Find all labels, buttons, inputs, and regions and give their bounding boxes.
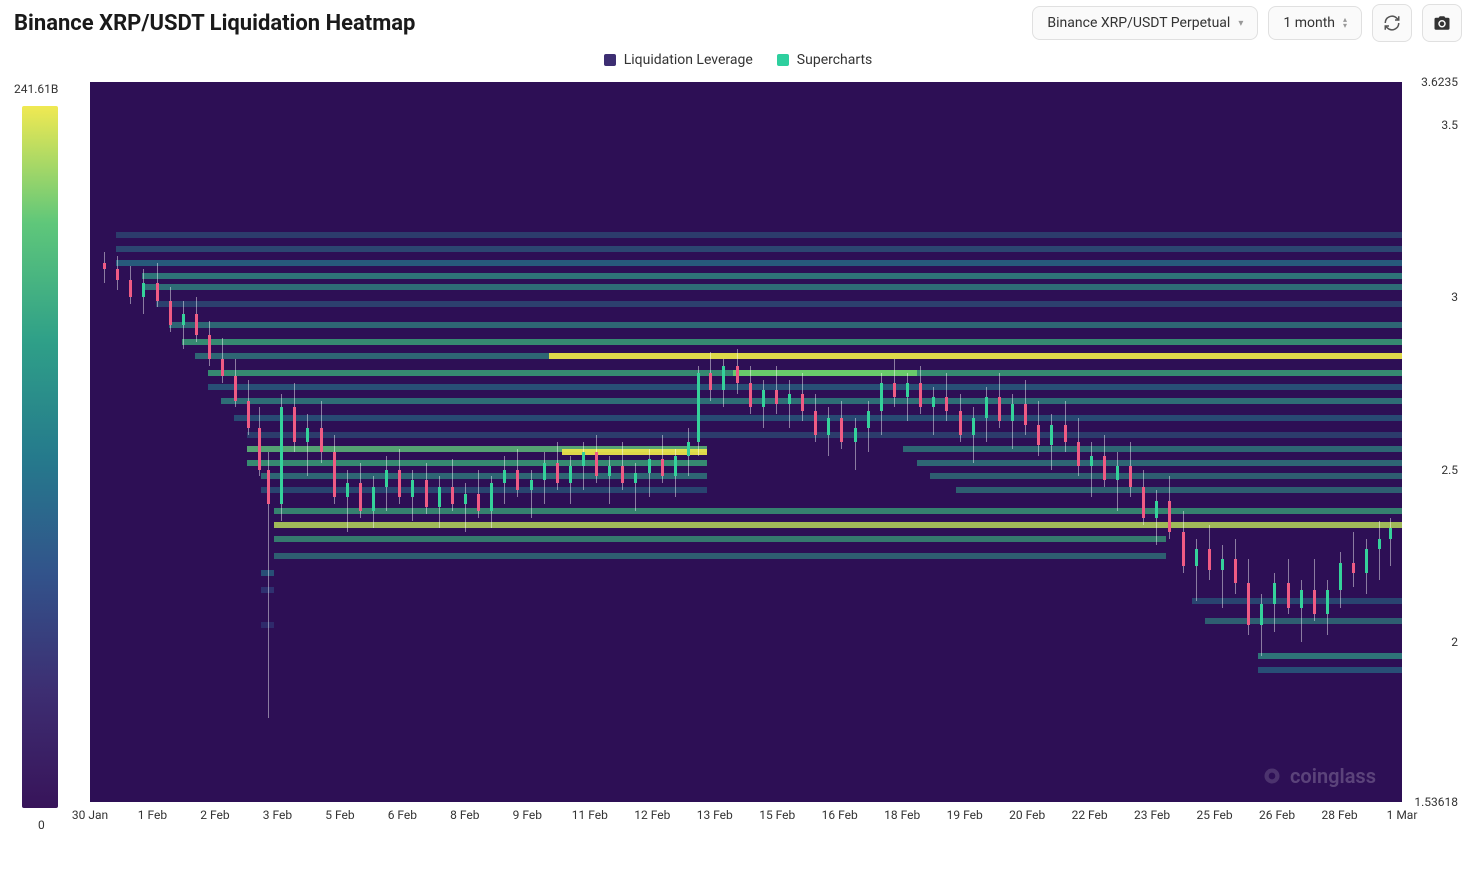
heat-band — [195, 353, 549, 359]
legend-label: Supercharts — [797, 52, 872, 68]
x-tick: 25 Feb — [1197, 808, 1233, 822]
range-selector[interactable]: 1 month ▴▾ — [1268, 6, 1362, 40]
heat-band — [261, 622, 274, 628]
heat-band — [261, 587, 274, 593]
heat-band — [917, 460, 1402, 466]
heat-band — [274, 536, 1166, 542]
legend-swatch — [777, 54, 789, 66]
heat-band — [930, 473, 1402, 479]
y-tick: 3.6235 — [1421, 75, 1458, 89]
heat-band — [549, 353, 1402, 359]
y-tick: 2 — [1451, 635, 1458, 649]
screenshot-button[interactable] — [1422, 4, 1462, 42]
x-tick: 12 Feb — [634, 808, 670, 822]
colorbar-gradient — [22, 106, 58, 808]
heat-band — [169, 322, 1402, 328]
controls: Binance XRP/USDT Perpetual ▾ 1 month ▴▾ — [1032, 4, 1462, 42]
x-tick: 30 Jan — [72, 808, 108, 822]
x-tick: 26 Feb — [1259, 808, 1295, 822]
watermark: coinglass — [1262, 764, 1376, 788]
chart-container: 241.61B 0 coinglass 3.62353.532.521.5361… — [14, 82, 1462, 842]
x-tick: 28 Feb — [1321, 808, 1357, 822]
x-tick: 11 Feb — [572, 808, 608, 822]
heat-band — [221, 398, 1402, 404]
y-tick: 2.5 — [1441, 463, 1458, 477]
x-tick: 19 Feb — [947, 808, 983, 822]
legend-label: Liquidation Leverage — [624, 52, 753, 68]
legend-swatch — [604, 54, 616, 66]
heat-band — [247, 432, 1402, 438]
x-tick: 16 Feb — [822, 808, 858, 822]
heat-band — [182, 339, 1402, 345]
heat-band — [116, 260, 1402, 266]
x-tick: 20 Feb — [1009, 808, 1045, 822]
x-tick: 3 Feb — [263, 808, 292, 822]
x-tick: 2 Feb — [200, 808, 229, 822]
colorbar-max: 241.61B — [14, 82, 58, 96]
x-tick: 8 Feb — [450, 808, 479, 822]
heat-band — [116, 246, 1402, 252]
colorbar-min: 0 — [38, 818, 45, 832]
y-tick: 1.53618 — [1414, 795, 1458, 809]
heat-band — [733, 370, 917, 376]
heat-band — [1258, 667, 1402, 673]
x-tick: 15 Feb — [759, 808, 795, 822]
x-tick: 13 Feb — [697, 808, 733, 822]
x-tick: 23 Feb — [1134, 808, 1170, 822]
heat-band — [156, 301, 1402, 307]
heat-band — [142, 284, 1402, 290]
coinglass-icon — [1262, 766, 1282, 786]
heat-band — [1192, 598, 1402, 604]
chevron-down-icon: ▾ — [1238, 18, 1243, 29]
legend: Liquidation Leverage Supercharts — [0, 52, 1476, 68]
colorbar: 241.61B 0 — [14, 82, 72, 842]
x-tick: 5 Feb — [325, 808, 354, 822]
x-tick: 9 Feb — [513, 808, 542, 822]
x-tick: 6 Feb — [388, 808, 417, 822]
heat-band — [1205, 618, 1402, 624]
y-tick: 3 — [1451, 290, 1458, 304]
heat-band — [274, 553, 1166, 559]
x-tick: 1 Feb — [138, 808, 167, 822]
pair-selector[interactable]: Binance XRP/USDT Perpetual ▾ — [1032, 6, 1258, 40]
heat-band — [247, 460, 706, 466]
x-tick: 1 Mar — [1387, 808, 1418, 822]
heat-band — [142, 273, 1402, 279]
legend-item-leverage[interactable]: Liquidation Leverage — [604, 52, 753, 68]
heat-band — [274, 508, 1402, 514]
heat-band — [261, 487, 707, 493]
y-tick: 3.5 — [1441, 118, 1458, 132]
heat-band — [234, 415, 1402, 421]
camera-icon — [1433, 14, 1451, 32]
heat-band — [1258, 653, 1402, 659]
heat-band — [116, 232, 1402, 238]
heat-band — [274, 522, 1402, 528]
y-axis: 3.62353.532.521.53618 — [1406, 82, 1462, 802]
x-tick: 18 Feb — [884, 808, 920, 822]
range-selector-label: 1 month — [1283, 15, 1335, 31]
page-title: Binance XRP/USDT Liquidation Heatmap — [14, 11, 415, 36]
heat-band — [261, 473, 707, 479]
pair-selector-label: Binance XRP/USDT Perpetual — [1047, 15, 1230, 31]
legend-item-supercharts[interactable]: Supercharts — [777, 52, 872, 68]
heat-band — [956, 487, 1402, 493]
heat-band — [903, 446, 1402, 452]
x-tick: 22 Feb — [1072, 808, 1108, 822]
sort-icon: ▴▾ — [1343, 17, 1347, 29]
watermark-text: coinglass — [1290, 764, 1376, 788]
heat-band — [208, 384, 1402, 390]
x-axis: 30 Jan 1 Feb 2 Feb 3 Feb 5 Feb 6 Feb 8 Feb 9 Fe… — [66, 808, 1402, 828]
refresh-button[interactable] — [1372, 4, 1412, 42]
heatmap-plot[interactable]: coinglass — [90, 82, 1402, 802]
refresh-icon — [1383, 14, 1401, 32]
heat-band — [261, 570, 274, 576]
